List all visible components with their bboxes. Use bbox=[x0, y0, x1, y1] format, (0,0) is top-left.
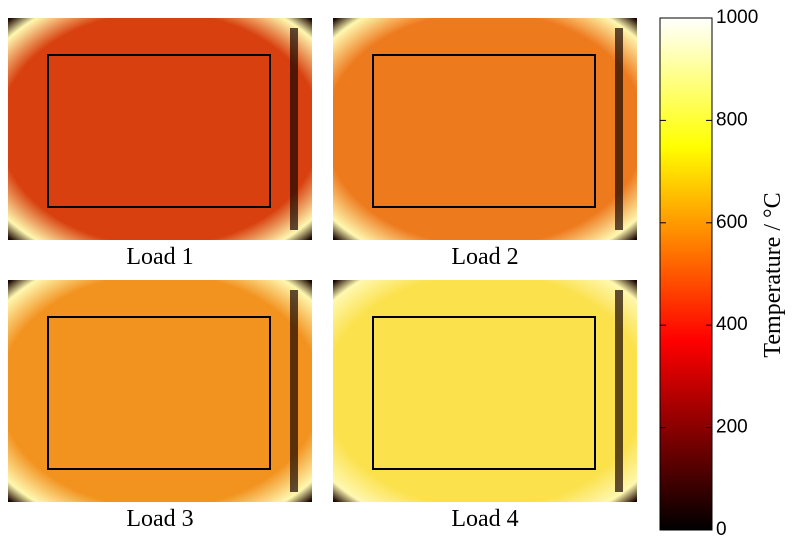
image-edge bbox=[615, 290, 623, 492]
panel-label: Load 2 bbox=[451, 244, 518, 270]
image-edge bbox=[290, 290, 298, 492]
region-box bbox=[47, 316, 271, 470]
colorbar bbox=[659, 17, 713, 531]
region-box bbox=[47, 54, 271, 208]
region-box bbox=[372, 54, 596, 208]
y-tick-label: 800 bbox=[716, 109, 748, 130]
y-tick-label: 1000 bbox=[716, 7, 758, 28]
colorbar-label: Temperature / °C bbox=[760, 192, 786, 357]
y-tick-label: 0 bbox=[716, 519, 727, 538]
image-edge bbox=[615, 28, 623, 230]
y-tick-label: 200 bbox=[716, 417, 748, 438]
region-box bbox=[372, 316, 596, 470]
y-tick-label: 400 bbox=[716, 314, 748, 335]
panel-label: Load 3 bbox=[126, 506, 193, 532]
y-tick-label: 600 bbox=[716, 212, 748, 233]
panel-label: Load 4 bbox=[451, 506, 518, 532]
image-edge bbox=[290, 28, 298, 230]
panel-label: Load 1 bbox=[126, 244, 193, 270]
